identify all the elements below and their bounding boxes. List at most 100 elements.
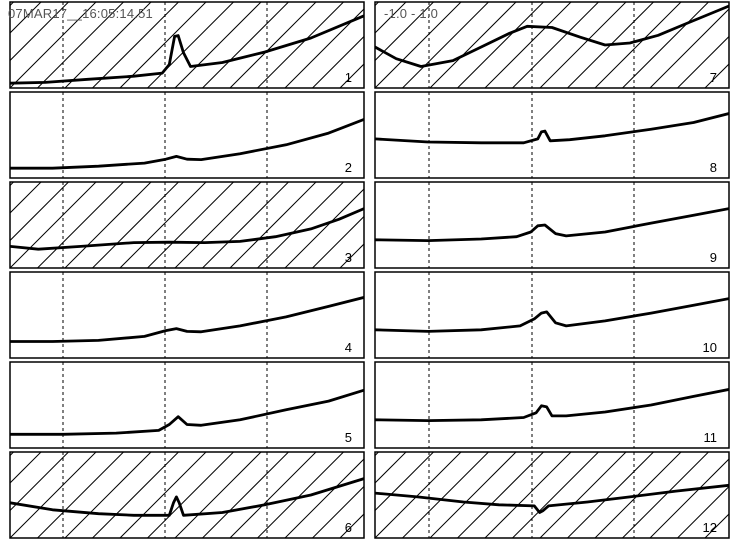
hatch-line <box>92 2 179 88</box>
hatch-line <box>229 182 317 268</box>
hatch-line <box>284 458 364 538</box>
panel-background <box>10 2 364 88</box>
hatch-line <box>202 2 289 88</box>
hatch-line <box>312 215 364 268</box>
channel-label: 10 <box>703 340 717 355</box>
hatch-fill <box>10 2 364 88</box>
panel-background <box>375 452 729 538</box>
hatch-line <box>677 485 729 538</box>
panel-5: 5 <box>9 361 365 449</box>
hatch-line <box>312 35 364 88</box>
hatch-line <box>92 182 179 268</box>
panel-10: 10 <box>374 271 730 359</box>
trace-line <box>10 477 364 517</box>
panel-11: 11 <box>374 361 730 449</box>
hatch-line <box>312 485 364 538</box>
panel-frame <box>374 451 730 539</box>
hatch-line <box>567 452 654 538</box>
trace-line <box>10 388 364 436</box>
hatch-line <box>229 2 317 88</box>
trace-line <box>10 14 364 85</box>
hatch-line <box>174 182 262 268</box>
trace-line <box>375 483 729 514</box>
trace-line <box>10 207 364 251</box>
hatch-line <box>429 2 517 88</box>
trace-line <box>375 207 729 243</box>
panel-frame <box>9 181 365 269</box>
panel-12: 12 <box>374 451 736 539</box>
hatch-line <box>10 182 42 214</box>
hatch-line <box>484 2 572 88</box>
hatch-line <box>457 2 544 88</box>
panel-1: 1 <box>9 1 365 89</box>
hatch-line <box>339 63 364 88</box>
panel-2: 2 <box>9 91 365 179</box>
hatch-line <box>119 182 207 268</box>
hatch-line <box>539 2 627 88</box>
hatch-line <box>37 182 124 268</box>
hatch-fill <box>10 182 364 268</box>
hatch-line <box>402 2 489 88</box>
panel-background <box>10 272 364 358</box>
hatch-line <box>147 182 234 268</box>
hatch-line <box>37 452 124 538</box>
hatch-line <box>10 2 69 62</box>
hatch-line <box>10 452 42 484</box>
panel-3: 3 <box>9 181 365 269</box>
hatch-line <box>10 182 69 242</box>
hatch-line <box>284 188 364 268</box>
hatch-line <box>594 2 682 88</box>
panel-background <box>375 272 729 358</box>
hatch-line <box>10 2 42 34</box>
channel-label: 5 <box>345 430 352 445</box>
panel-9: 9 <box>374 181 730 269</box>
panel-frame <box>374 1 730 89</box>
panel-frame <box>9 91 365 179</box>
hatch-line <box>37 2 124 88</box>
hatch-line <box>92 452 179 538</box>
trace-line <box>375 4 729 68</box>
hatch-line <box>375 452 462 538</box>
hatch-line <box>704 513 729 538</box>
channel-label: 11 <box>704 430 718 445</box>
channel-label: 4 <box>345 340 352 355</box>
trace-line <box>10 118 364 170</box>
hatch-line <box>375 2 462 88</box>
hatch-line <box>174 2 262 88</box>
panel-background <box>10 182 364 268</box>
hatch-line <box>457 452 544 538</box>
hatch-line <box>429 452 517 538</box>
panel-frame <box>374 181 730 269</box>
panel-4: 4 <box>9 271 365 359</box>
channel-label: 6 <box>345 520 352 535</box>
panel-background <box>10 92 364 178</box>
panel-background <box>375 2 729 88</box>
hatch-line <box>375 452 407 484</box>
hatch-line <box>10 2 97 88</box>
panel-6: 6 <box>9 451 365 539</box>
hatch-line <box>229 452 317 538</box>
panel-frame <box>374 271 730 359</box>
panel-frame <box>9 361 365 449</box>
hatch-line <box>64 2 152 88</box>
hatch-line <box>649 8 729 88</box>
panel-frame <box>374 91 730 179</box>
channel-label: 7 <box>710 70 717 85</box>
hatch-line <box>649 458 729 538</box>
trace-line <box>10 295 364 343</box>
channel-label: 8 <box>710 160 717 175</box>
hatch-line <box>733 2 736 88</box>
panel-frame <box>9 1 365 89</box>
trace-line <box>375 297 729 333</box>
hatch-line <box>512 2 599 88</box>
hatch-line <box>622 452 709 538</box>
channel-label: 9 <box>710 250 717 265</box>
hatch-line <box>402 452 489 538</box>
panel-frame <box>374 361 730 449</box>
hatch-line <box>64 452 152 538</box>
hatch-line <box>677 35 729 88</box>
hatch-line <box>733 452 736 538</box>
timestamp-label: 07MAR17__16:05:14.51 <box>8 6 153 21</box>
channel-label: 3 <box>345 250 352 265</box>
